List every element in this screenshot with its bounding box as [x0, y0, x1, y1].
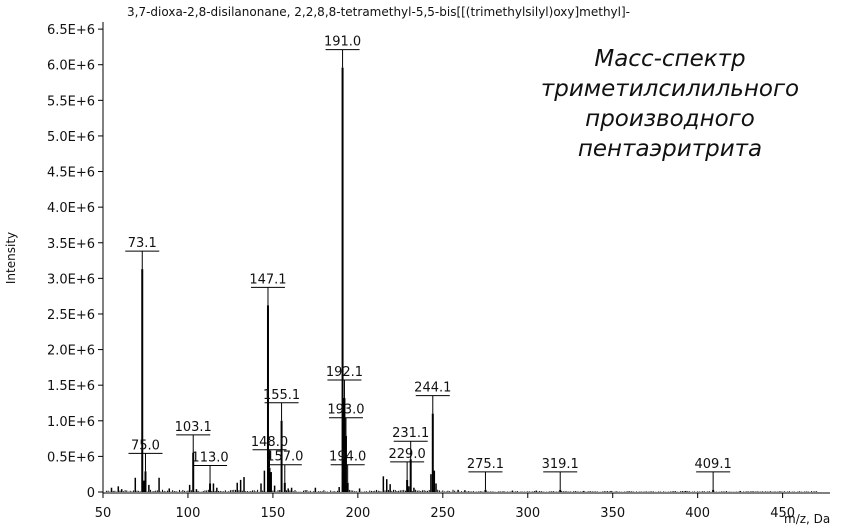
peak-label: 192.1	[326, 365, 363, 380]
x-tick-label: 50	[95, 506, 112, 521]
peak-label: 194.0	[329, 450, 366, 465]
y-axis-label: Intensity	[4, 232, 18, 284]
y-tick-label: 5.5E+6	[47, 94, 95, 109]
peak-label: 73.1	[128, 236, 157, 251]
y-tick-label: 0	[87, 486, 95, 501]
y-tick-label: 4.0E+6	[47, 201, 95, 216]
y-tick-label: 6.5E+6	[47, 23, 95, 38]
peak-label: 319.1	[542, 457, 579, 472]
x-tick-label: 100	[176, 506, 201, 521]
annotation-line-3: производного	[585, 106, 755, 132]
peak-label: 155.1	[263, 388, 300, 403]
peak-label: 229.0	[389, 447, 426, 462]
peak-label: 244.1	[414, 381, 451, 396]
spectrum-annotation: Масс-спектр триметилсилильного производн…	[500, 44, 840, 164]
x-tick-label: 450	[770, 506, 795, 521]
annotation-line-2: триметилсилильного	[540, 76, 800, 102]
peak-label: 157.0	[266, 450, 303, 465]
axes-group: 0 0.5E+6 1.0E+6 1.5E+6 2.0E+6 2.5E+6 3.0E+6 3.5…	[47, 22, 830, 521]
annotation-line-1: Масс-спектр	[594, 46, 746, 72]
y-tick-label: 6.0E+6	[47, 59, 95, 74]
x-tick-label: 200	[345, 506, 370, 521]
y-tick-label: 5.0E+6	[47, 130, 95, 145]
y-tick-label: 0.5E+6	[47, 450, 95, 465]
y-tick-label: 4.5E+6	[47, 166, 95, 181]
y-tick-label: 1.0E+6	[47, 415, 95, 430]
peak-label: 147.1	[249, 272, 286, 287]
peak-labels-group: 73.1 75.0 103.1 113.0 147.1 148.0 155.1 157.0 19…	[125, 35, 732, 490]
x-tick-label: 250	[430, 506, 455, 521]
annotation-line-4: пентаэритрита	[577, 136, 763, 162]
x-axis-label: m/z, Da	[784, 512, 830, 525]
peak-label: 148.0	[251, 435, 288, 450]
peak-label: 231.1	[392, 426, 429, 441]
peaks-group	[105, 67, 818, 492]
peak-label: 191.0	[324, 35, 361, 50]
y-tick-label: 3.5E+6	[47, 237, 95, 252]
x-tick-label: 300	[515, 506, 540, 521]
peak-label: 113.0	[191, 450, 228, 465]
peak-label: 409.1	[695, 457, 732, 472]
y-tick-label: 2.0E+6	[47, 344, 95, 359]
x-tick-label: 350	[600, 506, 625, 521]
chart-title: 3,7-dioxa-2,8-disilanonane, 2,2,8,8-tetr…	[127, 5, 630, 19]
peak-label: 103.1	[175, 420, 212, 435]
x-tick-label: 150	[260, 506, 285, 521]
peak-label: 275.1	[467, 457, 504, 472]
y-tick-label: 1.5E+6	[47, 379, 95, 394]
peak-label: 75.0	[131, 438, 160, 453]
peak-label: 193.0	[327, 403, 364, 418]
y-tick-label: 2.5E+6	[47, 308, 95, 323]
x-tick-label: 400	[685, 506, 710, 521]
y-tick-label: 3.0E+6	[47, 272, 95, 287]
